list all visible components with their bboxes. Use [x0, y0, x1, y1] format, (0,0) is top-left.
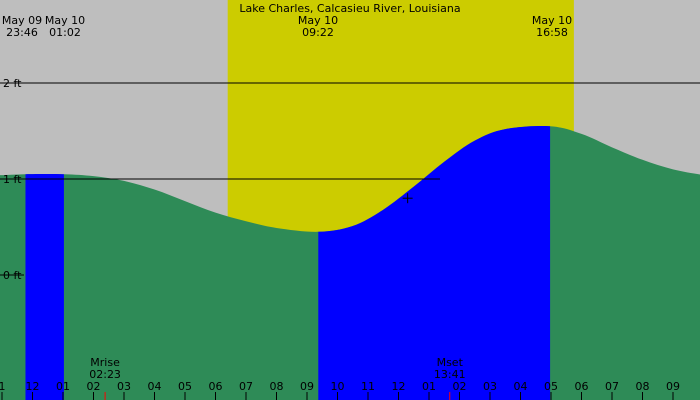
- hour-tick-label-16: 03: [483, 380, 497, 393]
- hour-tick-label-19: 06: [575, 380, 589, 393]
- hour-tick-label-8: 07: [239, 380, 253, 393]
- hour-tick-label-21: 08: [636, 380, 650, 393]
- moon-label-1: Mset: [437, 356, 464, 369]
- extreme-time-3: 16:58: [536, 26, 568, 39]
- hour-tick-label-0: 1: [0, 380, 6, 393]
- hour-tick-label-12: 11: [361, 380, 375, 393]
- hour-tick-label-1: 12: [26, 380, 40, 393]
- y-tick-label-2: 0 ft: [3, 269, 22, 282]
- hour-tick-label-17: 04: [514, 380, 528, 393]
- extreme-date-0: May 09: [2, 14, 42, 27]
- moon-time-0: 02:23: [89, 368, 121, 381]
- hour-tick-label-5: 04: [148, 380, 162, 393]
- extreme-date-3: May 10: [532, 14, 572, 27]
- now-marker: [402, 193, 413, 204]
- hour-tick-label-11: 10: [331, 380, 345, 393]
- highlight-ranges: [25, 125, 551, 400]
- extreme-time-0: 23:46: [6, 26, 38, 39]
- hour-tick-label-9: 08: [270, 380, 284, 393]
- extreme-date-2: May 10: [298, 14, 338, 27]
- hour-tick-label-7: 06: [209, 380, 223, 393]
- y-ticks: 2 ft 1 ft 0 ft: [0, 77, 700, 282]
- y-tick-label-0: 2 ft: [3, 77, 22, 90]
- extreme-time-1: 01:02: [49, 26, 81, 39]
- hour-tick-label-2: 01: [56, 380, 70, 393]
- moon-time-1: 13:41: [434, 368, 466, 381]
- extreme-time-2: 09:22: [302, 26, 334, 39]
- moon-label-0: Mrise: [90, 356, 120, 369]
- hour-tick-label-6: 05: [178, 380, 192, 393]
- y-tick-label-1: 1 ft: [3, 173, 22, 186]
- hour-tick-label-22: 09: [666, 380, 680, 393]
- hour-tick-label-14: 01: [422, 380, 436, 393]
- chart-title: Lake Charles, Calcasieu River, Louisiana: [239, 2, 460, 15]
- extreme-date-1: May 10: [45, 14, 85, 27]
- hour-tick-label-4: 03: [117, 380, 131, 393]
- x-ticks: 1 12 01 02 03 04 05 06 07 08 09 10 11 12 01 02 03 04 05 06 0…: [0, 380, 680, 400]
- hour-tick-label-20: 07: [605, 380, 619, 393]
- hour-tick-label-3: 02: [87, 380, 101, 393]
- hour-tick-label-18: 05: [544, 380, 558, 393]
- hour-tick-label-10: 09: [300, 380, 314, 393]
- hour-tick-label-13: 12: [392, 380, 406, 393]
- hour-tick-label-15: 02: [453, 380, 467, 393]
